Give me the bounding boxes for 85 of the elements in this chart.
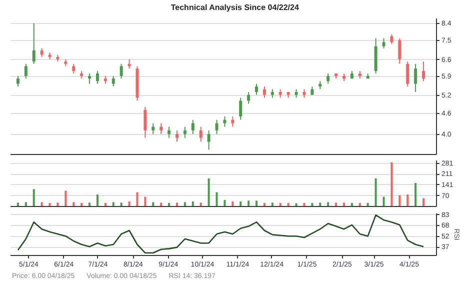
bar	[32, 189, 35, 206]
bar	[248, 200, 250, 206]
bar	[319, 202, 322, 206]
bar	[192, 201, 194, 206]
bar	[48, 202, 51, 206]
bar	[136, 192, 138, 206]
candlestick	[24, 63, 28, 80]
bar	[88, 202, 91, 206]
bar	[112, 202, 114, 206]
candlestick	[168, 126, 171, 138]
bar	[168, 202, 170, 206]
candlestick	[72, 63, 76, 74]
bar	[152, 202, 154, 206]
bar	[342, 202, 345, 206]
bar	[256, 200, 258, 206]
candlestick	[398, 38, 402, 64]
bar	[184, 202, 186, 206]
candlestick	[255, 83, 258, 96]
candlestick	[223, 116, 226, 128]
bar	[263, 202, 266, 206]
line-series	[17, 214, 424, 254]
chart-title: Technical Analysis Since 04/22/24	[170, 3, 300, 12]
bar	[422, 198, 425, 206]
candlestick	[120, 63, 123, 80]
candlestick	[152, 122, 155, 135]
bar	[398, 195, 401, 206]
bar	[160, 202, 162, 206]
candlestick	[191, 119, 194, 135]
candlestick	[144, 106, 147, 138]
bar	[120, 202, 122, 206]
bar	[216, 192, 218, 206]
candlestick	[406, 61, 410, 87]
candlestick	[32, 22, 36, 64]
candlestick	[96, 70, 99, 84]
bar	[303, 202, 306, 206]
candlestick	[262, 86, 266, 98]
candlestick	[382, 38, 386, 49]
bar	[96, 194, 98, 206]
bar	[80, 202, 83, 206]
bar	[24, 202, 27, 206]
bar	[128, 201, 130, 206]
bar	[327, 202, 330, 206]
candlestick	[207, 130, 210, 150]
candlestick	[112, 76, 115, 87]
bar	[144, 196, 146, 206]
candlestick	[231, 116, 234, 128]
bar	[208, 178, 210, 206]
bar	[366, 202, 369, 206]
candlestick	[16, 76, 20, 87]
bar	[390, 162, 393, 206]
bar	[350, 202, 353, 206]
bar	[279, 202, 282, 206]
candlestick	[88, 72, 92, 84]
bar	[176, 202, 178, 206]
bar	[358, 202, 361, 206]
bar	[104, 202, 106, 206]
candlestick	[183, 126, 186, 138]
bar	[335, 202, 338, 206]
bar	[374, 178, 377, 206]
candlestick	[390, 34, 394, 45]
bar	[295, 203, 298, 206]
bar	[64, 190, 67, 206]
candlestick	[175, 130, 178, 142]
bar	[40, 202, 43, 206]
candlestick	[326, 72, 330, 84]
bar	[224, 200, 226, 206]
candlestick	[247, 92, 250, 104]
candlestick	[199, 126, 202, 142]
bar	[406, 194, 409, 206]
candlestick	[215, 119, 218, 135]
bar	[16, 202, 19, 206]
bar	[240, 201, 242, 206]
candlestick	[414, 63, 418, 93]
bar	[287, 202, 290, 206]
bar	[56, 202, 59, 206]
bar	[382, 196, 385, 206]
bar	[72, 202, 75, 206]
bar	[414, 183, 417, 206]
bar	[271, 202, 274, 206]
bar	[232, 201, 234, 206]
candlestick	[422, 61, 426, 82]
candlestick	[239, 97, 242, 120]
bar	[200, 202, 202, 206]
candlestick	[160, 122, 163, 135]
bar	[311, 202, 314, 206]
